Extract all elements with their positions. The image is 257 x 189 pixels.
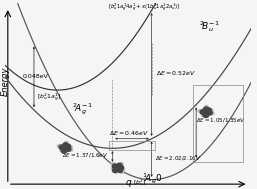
Circle shape <box>69 146 72 149</box>
Circle shape <box>115 166 120 171</box>
Circle shape <box>206 108 211 112</box>
Circle shape <box>201 113 205 116</box>
Circle shape <box>63 146 68 151</box>
Circle shape <box>198 110 202 113</box>
Circle shape <box>112 167 115 170</box>
Text: Energy: Energy <box>1 66 10 96</box>
Circle shape <box>205 105 208 109</box>
Circle shape <box>203 113 208 118</box>
Circle shape <box>65 144 71 149</box>
Text: $\Delta E = 2.02/2.16V$: $\Delta E = 2.02/2.16V$ <box>155 154 201 162</box>
Circle shape <box>114 170 118 173</box>
Circle shape <box>210 112 214 115</box>
Circle shape <box>57 144 61 148</box>
Circle shape <box>203 107 209 112</box>
Circle shape <box>113 168 118 173</box>
Text: $^1\!A_g 0$: $^1\!A_g 0$ <box>142 171 163 186</box>
Bar <box>194 85 243 162</box>
Circle shape <box>117 168 123 172</box>
Circle shape <box>118 165 124 170</box>
Circle shape <box>61 149 67 153</box>
Circle shape <box>120 170 124 173</box>
Circle shape <box>66 147 71 151</box>
Text: $\Delta E = 0.46eV$: $\Delta E = 0.46eV$ <box>109 129 150 137</box>
Circle shape <box>205 114 209 117</box>
Text: $[b_u^21a_g^1]$: $[b_u^21a_g^1]$ <box>37 92 62 104</box>
Circle shape <box>120 162 123 166</box>
Text: $\Delta E = 1.05/1.35eV$: $\Delta E = 1.05/1.35eV$ <box>196 116 246 124</box>
Circle shape <box>112 164 117 168</box>
Text: $\Delta E = 0.52eV$: $\Delta E = 0.52eV$ <box>156 69 196 77</box>
Circle shape <box>63 143 68 147</box>
Circle shape <box>60 149 63 152</box>
Circle shape <box>69 148 72 151</box>
Text: $^2\!B_u^{-1}$: $^2\!B_u^{-1}$ <box>199 19 219 34</box>
Circle shape <box>204 110 209 115</box>
Circle shape <box>121 168 125 171</box>
Circle shape <box>65 141 68 145</box>
Circle shape <box>200 110 205 114</box>
Text: $\Delta E = 1.37/1.6eV$: $\Delta E = 1.37/1.6eV$ <box>62 151 108 159</box>
Text: $[b_u^21a_g^14a_g^1+x(1b_u^21a_g^12a_u^1)]$: $[b_u^21a_g^14a_g^1+x(1b_u^21a_g^12a_u^1… <box>108 2 180 14</box>
Text: $^2\!A_g^{-1}$: $^2\!A_g^{-1}$ <box>72 101 93 117</box>
Circle shape <box>111 163 115 166</box>
Circle shape <box>207 111 212 115</box>
Text: q: q <box>125 178 131 187</box>
Circle shape <box>59 145 65 149</box>
Text: 0.048eV: 0.048eV <box>22 74 48 79</box>
Bar <box>109 141 155 150</box>
Text: $[b_u^2]$: $[b_u^2]$ <box>133 177 147 188</box>
Circle shape <box>117 163 122 168</box>
Circle shape <box>209 109 213 112</box>
Circle shape <box>63 150 67 153</box>
